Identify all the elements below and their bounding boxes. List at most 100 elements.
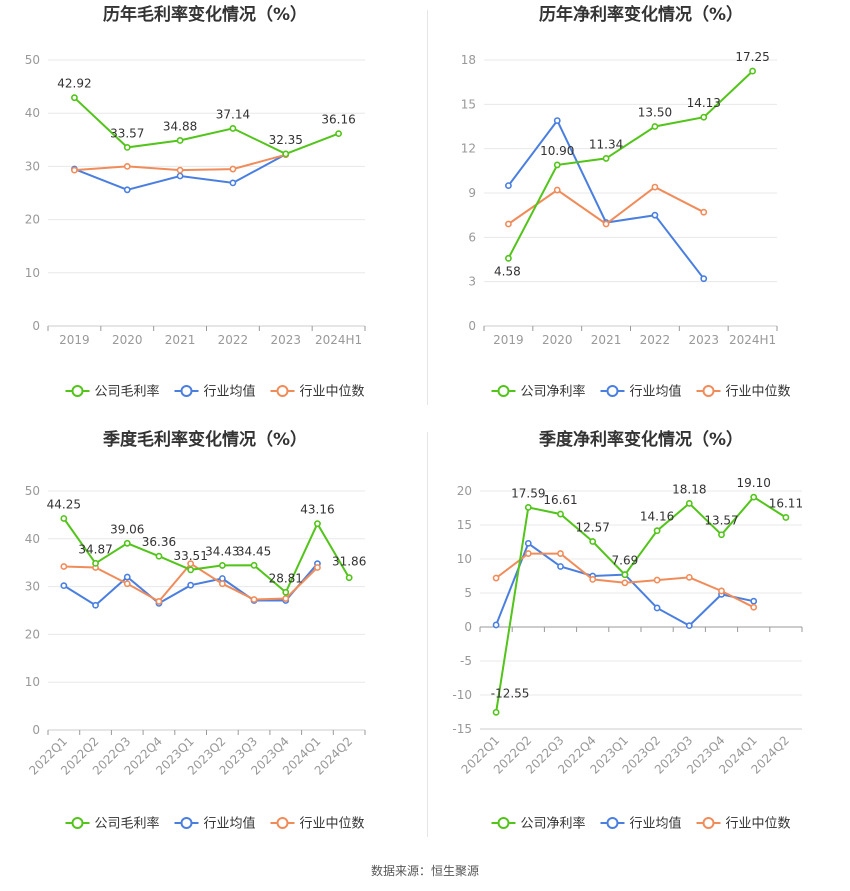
chart-title: 季度毛利率变化情况（%） [103,429,307,450]
data-point-median [557,550,564,557]
x-tick-label: 2020 [542,333,573,347]
legend-label: 公司净利率 [521,384,586,400]
y-tick-label: 50 [25,53,40,67]
y-tick-label: 20 [25,213,40,227]
data-label: 36.36 [142,535,176,549]
vertical-divider-bottom [427,432,428,837]
data-label: 17.59 [511,486,545,500]
legend-item: 行业均值 [174,816,256,832]
series-line-company [63,517,350,594]
x-tick-label: 2021 [591,333,622,347]
x-tick-label: 2019 [493,333,524,347]
legend-item: 行业中位数 [696,385,791,400]
data-label: 16.61 [543,493,577,507]
data-point-median [250,596,258,603]
data-label: 34.43 [205,544,239,558]
data-point-company [505,254,512,262]
legend-marker [606,385,619,397]
quarterly-gross-margin-chart: 季度毛利率变化情况（%）010203040502022Q12022Q22022Q… [25,429,367,832]
series-line-company [495,495,787,713]
data-point-company [589,538,597,545]
data-point-company [155,552,163,560]
data-point-avg [700,275,708,283]
data-point-median [123,580,131,588]
data-point-avg [505,182,512,190]
x-tick-label: 2022 [640,333,671,347]
x-tick-label: 2023 [270,333,301,347]
legend-label: 行业均值 [630,816,682,832]
legend-marker [180,817,193,829]
data-label: 4.58 [494,264,521,278]
y-tick-label: 15 [457,518,472,532]
y-tick-label: 10 [25,266,40,280]
data-point-company [218,562,226,569]
chart-title: 历年毛利率变化情况（%） [103,4,307,25]
data-point-avg [750,597,758,605]
y-tick-label: 0 [464,620,472,634]
legend-label: 公司毛利率 [95,816,160,832]
data-point-company [176,137,184,144]
data-point-company [700,113,708,121]
data-point-company [492,708,500,716]
legend-label: 行业中位数 [726,817,791,832]
data-label: -12.55 [491,686,530,700]
data-label: 36.16 [321,113,355,127]
series-line-company [507,70,754,259]
y-tick-label: 9 [468,186,476,200]
legend-marker [71,817,84,829]
data-point-avg [176,172,184,180]
y-tick-label: -15 [452,722,472,736]
y-tick-label: -5 [460,654,472,668]
data-point-company [71,94,78,102]
y-tick-label: 18 [461,53,476,67]
data-point-median [492,574,500,582]
data-point-company [749,67,756,75]
y-tick-label: 3 [468,275,476,289]
data-label: 19.10 [737,476,771,490]
data-point-avg [653,604,661,612]
y-tick-label: 5 [464,586,472,600]
data-point-median [750,603,758,611]
legend-label: 行业中位数 [300,385,365,400]
series-line-company [73,96,339,155]
legend-item: 行业中位数 [270,817,365,832]
data-label: 42.92 [57,77,91,91]
y-tick-label: -10 [452,688,472,702]
data-label: 28.81 [269,571,303,585]
y-tick-label: 0 [468,319,476,333]
data-point-median [653,576,661,584]
y-tick-label: 6 [468,230,476,244]
legend-item: 公司毛利率 [65,384,160,400]
x-tick-label: 2024H1 [729,333,776,347]
legend-label: 行业均值 [630,384,682,400]
data-label: 14.16 [640,510,674,524]
data-point-company [653,527,661,535]
y-tick-label: 0 [32,723,40,737]
data-point-company [60,515,68,522]
data-point-median [176,166,184,174]
legend-label: 行业中位数 [300,817,365,832]
data-point-median [282,595,290,602]
y-tick-label: 10 [457,552,472,566]
data-point-avg [187,581,195,589]
data-point-company [557,510,564,518]
legend-marker [606,817,619,829]
chart-title: 历年净利率变化情况（%） [539,4,743,25]
annual-net-margin-chart: 历年净利率变化情况（%） 0 3 6 9 12 15 18 2019 2020 2021 2022 20… [461,4,791,400]
legend: 公司净利率 行业均值 行业中位数 [491,816,791,832]
data-point-median [187,560,195,568]
legend-item: 公司净利率 [491,816,586,832]
data-point-avg [651,211,659,219]
data-point-company [750,493,758,501]
data-point-median [60,563,68,570]
data-point-company [282,588,290,596]
data-point-avg [553,117,561,124]
legend-marker [497,817,510,829]
data-source: 数据来源：恒生聚源 [370,864,479,878]
legend-label: 行业均值 [204,384,256,400]
chart-title: 季度净利率变化情况（%） [539,429,743,450]
legend-label: 公司毛利率 [95,384,160,400]
data-point-avg [123,573,131,581]
legend-item: 行业中位数 [696,817,791,832]
data-label: 7.69 [612,554,639,568]
